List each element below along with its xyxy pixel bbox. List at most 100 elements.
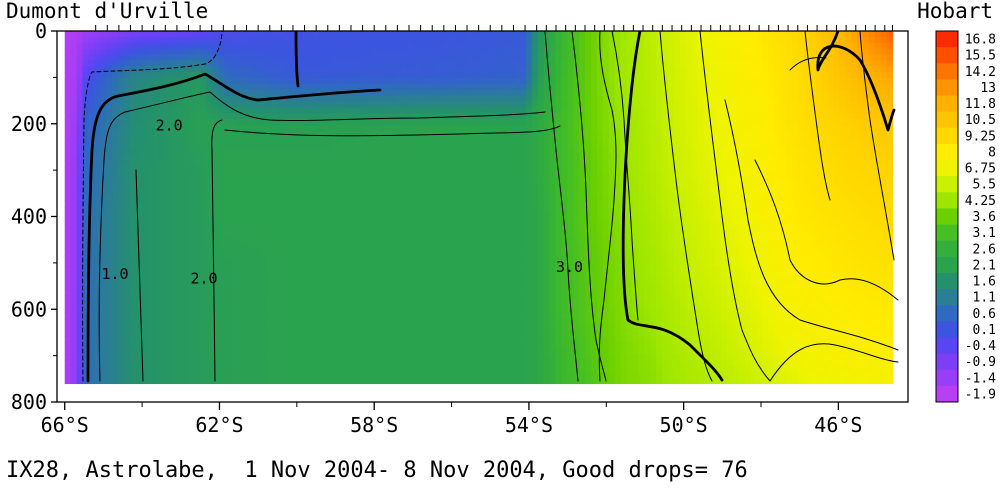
heatmap-cell — [318, 136, 326, 144]
heatmap-cell — [271, 177, 279, 185]
heatmap-cell — [360, 31, 367, 38]
heatmap-cell — [454, 218, 462, 226]
heatmap-cell — [460, 183, 468, 191]
heatmap-cell — [265, 318, 273, 326]
heatmap-cell — [472, 289, 480, 296]
heatmap-cell — [419, 207, 427, 214]
heatmap-cell — [212, 177, 220, 185]
heatmap-cell — [484, 289, 492, 296]
heatmap-cell — [413, 330, 421, 338]
heatmap-cell — [301, 254, 308, 261]
heatmap-cell — [472, 318, 480, 326]
heatmap-cell — [188, 48, 196, 56]
heatmap-cell — [301, 265, 308, 273]
heatmap-cell — [360, 189, 367, 197]
heatmap-cell — [407, 371, 415, 379]
heatmap-cell — [384, 254, 391, 261]
heatmap-cell — [466, 171, 474, 179]
heatmap-cell — [194, 95, 202, 103]
heatmap-cell — [147, 271, 155, 279]
heatmap-cell — [289, 195, 296, 202]
heatmap-cell — [88, 248, 95, 255]
heatmap-cell — [531, 307, 539, 314]
heatmap-cell — [94, 154, 101, 161]
heatmap-cell — [88, 31, 95, 38]
heatmap-cell — [389, 248, 397, 255]
heatmap-cell — [289, 124, 296, 132]
heatmap-cell — [265, 283, 273, 291]
heatmap-cell — [330, 48, 338, 56]
heatmap-cell — [224, 354, 231, 361]
heatmap-cell — [372, 218, 379, 226]
heatmap-cell — [395, 142, 403, 150]
heatmap-cell — [525, 224, 533, 232]
heatmap-cell — [401, 142, 409, 150]
heatmap-cell — [295, 142, 302, 150]
heatmap-cell — [194, 201, 202, 208]
heatmap-cell — [301, 224, 308, 232]
heatmap-cell — [112, 77, 119, 85]
heatmap-cell — [324, 289, 332, 296]
heatmap-cell — [537, 265, 545, 273]
heatmap-cell — [395, 213, 403, 220]
heatmap-cell — [395, 36, 403, 44]
heatmap-cell — [449, 171, 456, 179]
heatmap-cell — [253, 265, 261, 273]
heatmap-cell — [413, 124, 421, 132]
heatmap-cell — [401, 336, 409, 343]
heatmap-cell — [100, 336, 107, 343]
heatmap-cell — [112, 95, 119, 103]
heatmap-cell — [437, 283, 444, 291]
heatmap-cell — [419, 171, 427, 179]
heatmap-cell — [265, 307, 273, 314]
heatmap-cell — [543, 224, 551, 232]
heatmap-cell — [188, 307, 196, 314]
heatmap-cell — [100, 36, 107, 44]
heatmap-cell — [330, 318, 338, 326]
heatmap-cell — [277, 289, 285, 296]
heatmap-cell — [360, 242, 367, 249]
heatmap-cell — [141, 101, 149, 108]
heatmap-cell — [384, 66, 391, 73]
heatmap-cell — [194, 142, 202, 150]
heatmap-cell — [431, 307, 438, 314]
heatmap-cell — [336, 95, 344, 103]
heatmap-cell — [76, 301, 84, 308]
heatmap-cell — [248, 260, 255, 267]
heatmap-cell — [472, 348, 480, 355]
heatmap-cell — [496, 160, 503, 167]
heatmap-cell — [289, 60, 296, 67]
heatmap-cell — [200, 183, 208, 191]
heatmap-cell — [218, 359, 225, 367]
heatmap-cell — [324, 142, 332, 150]
heatmap-cell — [123, 95, 131, 103]
heatmap-cell — [171, 148, 178, 155]
heatmap-cell — [129, 318, 137, 326]
heatmap-cell — [413, 72, 421, 79]
heatmap-cell — [531, 301, 539, 308]
heatmap-cell — [443, 336, 450, 343]
heatmap-cell — [537, 342, 545, 349]
heatmap-cell — [212, 307, 220, 314]
heatmap-cell — [194, 107, 202, 114]
heatmap-cell — [188, 95, 196, 103]
heatmap-cell — [395, 230, 403, 238]
heatmap-cell — [348, 213, 356, 220]
heatmap-cell — [123, 83, 131, 91]
heatmap-cell — [413, 107, 421, 114]
heatmap-cell — [401, 95, 409, 103]
heatmap-cell — [555, 60, 563, 67]
heatmap-cell — [177, 119, 184, 126]
heatmap-cell — [182, 336, 190, 343]
heatmap-cell — [265, 230, 273, 238]
heatmap-cell — [230, 213, 237, 220]
heatmap-cell — [194, 359, 202, 367]
heatmap-cell — [508, 60, 515, 67]
heatmap-cell — [484, 171, 492, 179]
heatmap-cell — [123, 260, 131, 267]
heatmap-cell — [407, 166, 415, 173]
heatmap-cell — [460, 42, 468, 50]
heatmap-cell — [289, 142, 296, 150]
heatmap-cell — [177, 31, 184, 38]
heatmap-cell — [407, 301, 415, 308]
